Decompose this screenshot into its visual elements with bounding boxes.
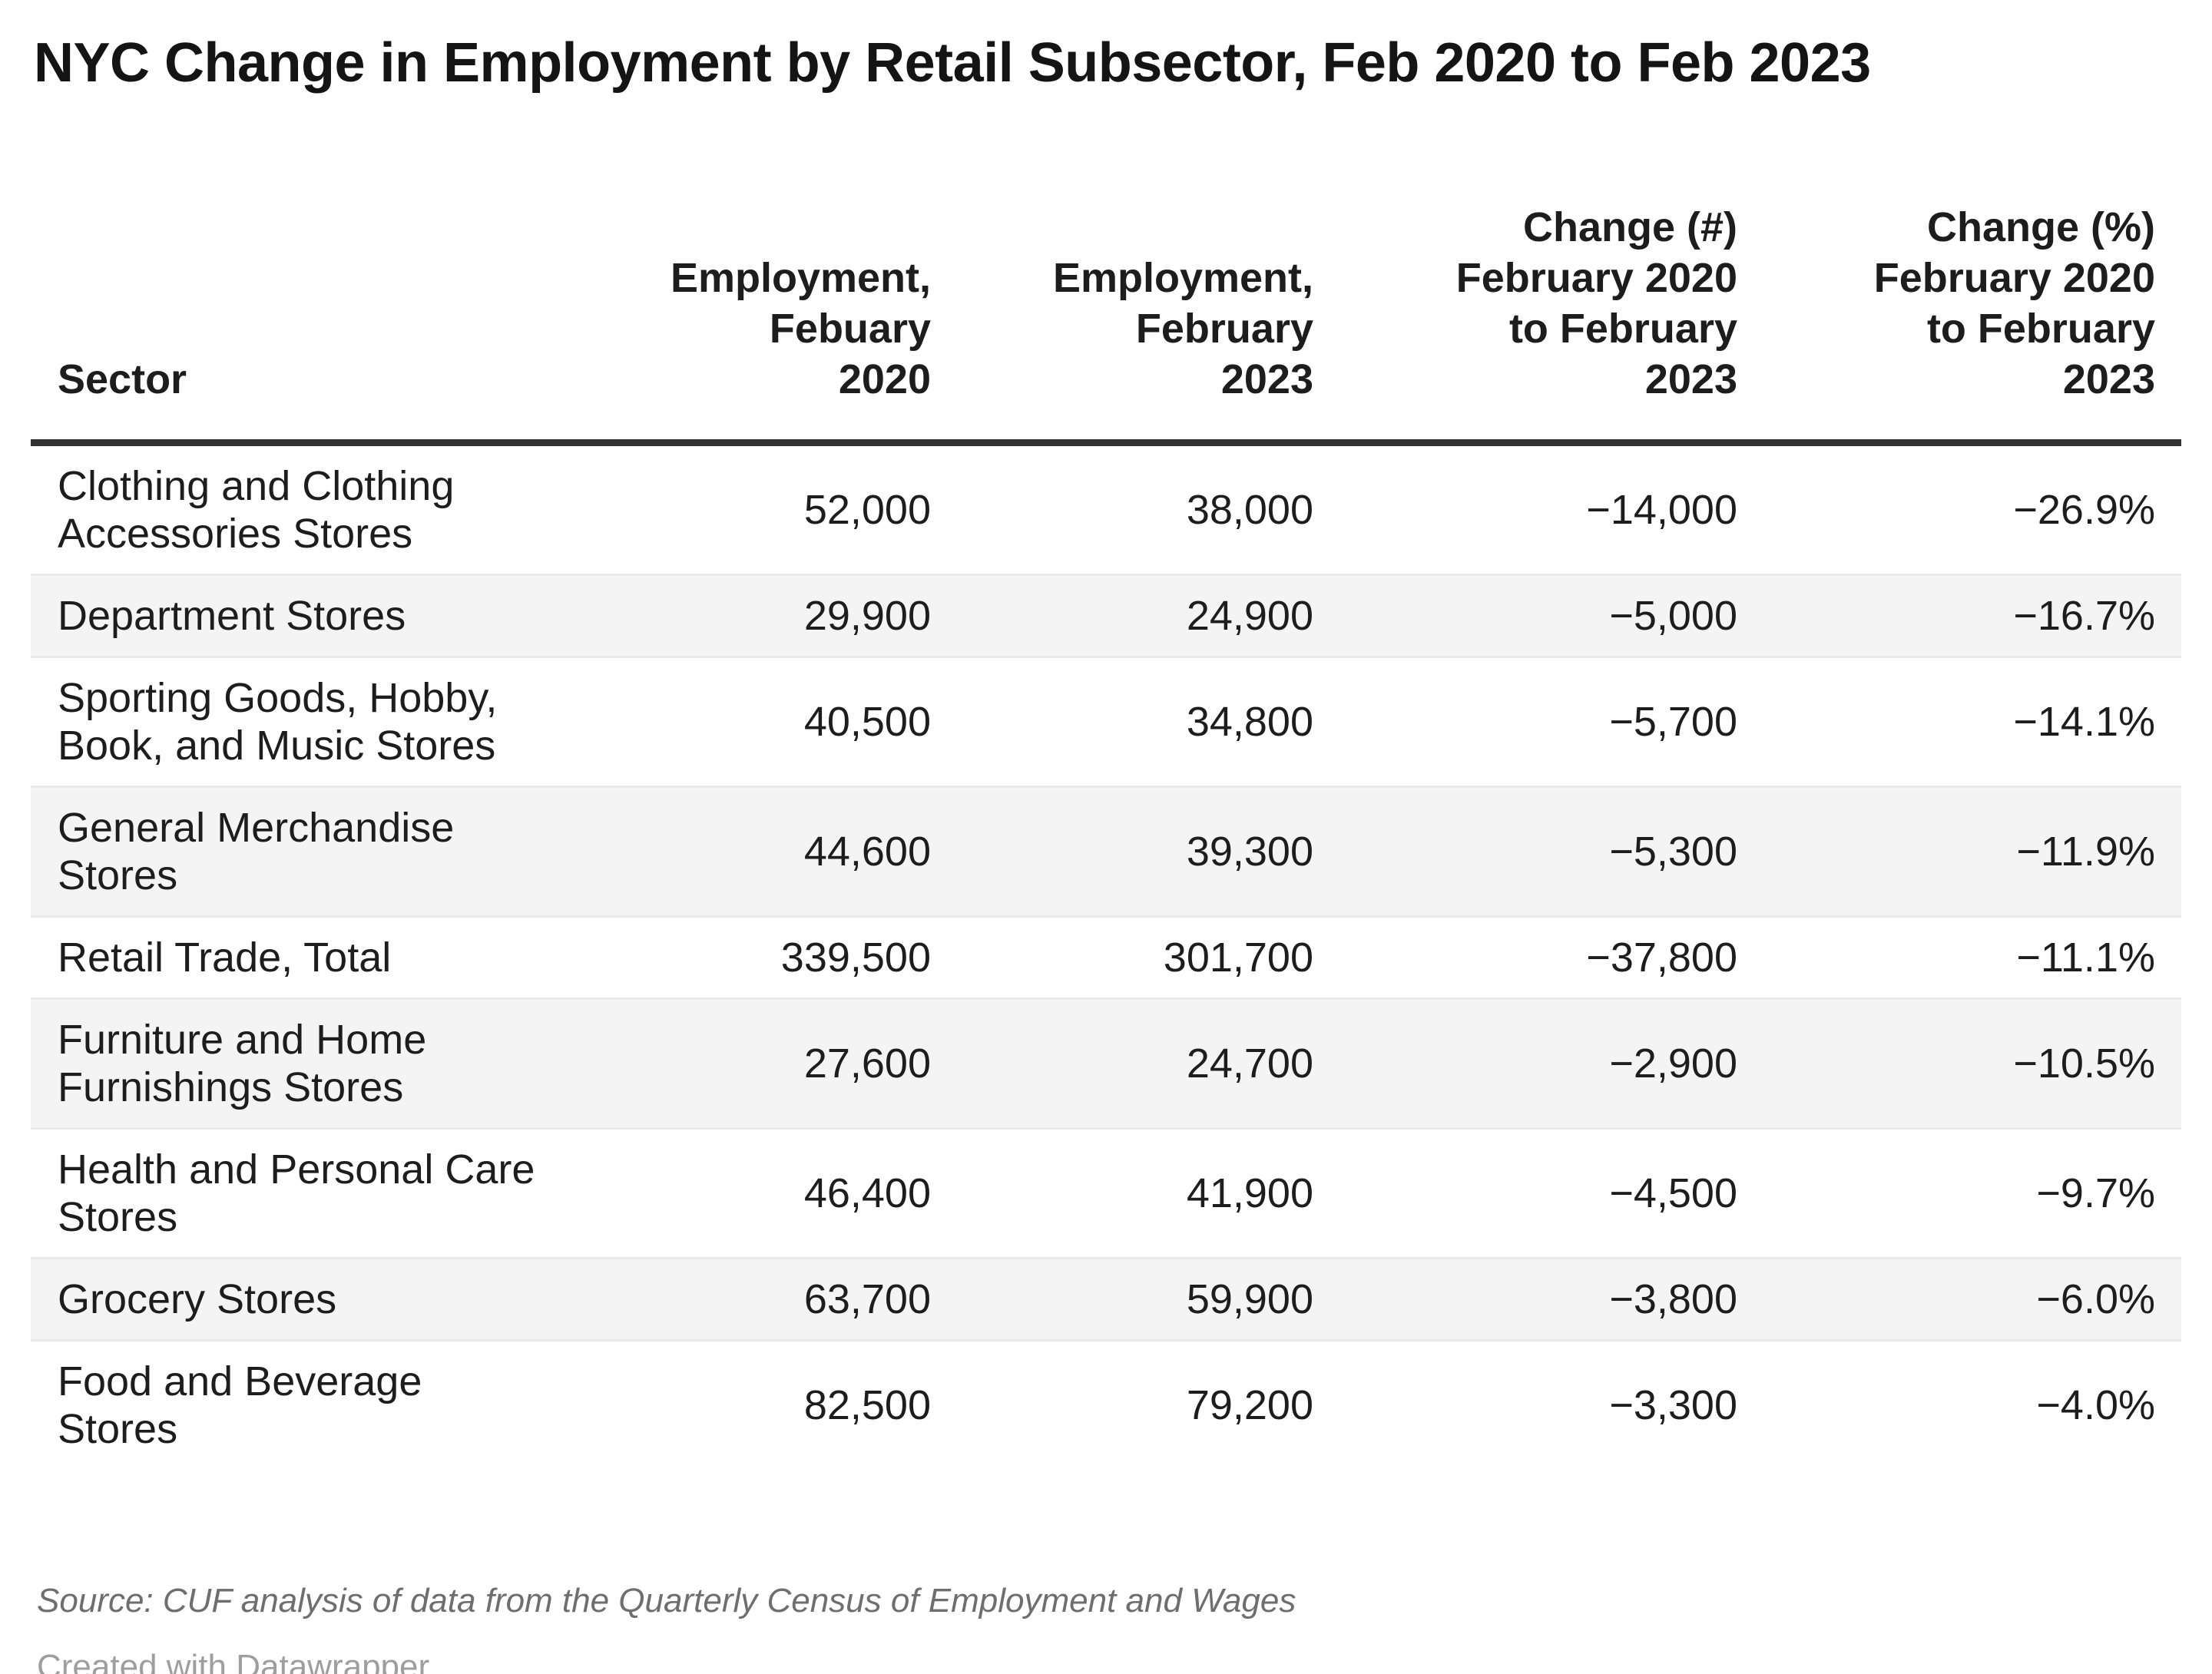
sector-cell: Furniture and Home Furnishings Stores [58, 1017, 427, 1110]
change-number-cell: −2,900 [1609, 1040, 1737, 1087]
employment-2020-cell: 44,600 [803, 829, 931, 875]
employment-2023-cell: 41,900 [1186, 1170, 1313, 1216]
change-percent-cell: −16.7% [2013, 593, 2155, 639]
table-header: Sector Employment, Febuary 2020 Employme… [31, 202, 2181, 446]
sector-cell: Retail Trade, Total [58, 935, 392, 981]
sector-cell: Food and Beverage Stores [58, 1358, 422, 1452]
change-number-cell: −4,500 [1609, 1170, 1737, 1216]
table-row: General Merchandise Stores 44,600 39,300… [31, 786, 2181, 917]
change-percent-cell: −11.9% [2016, 829, 2155, 875]
employment-2020-cell: 27,600 [803, 1040, 931, 1087]
sector-cell: Grocery Stores [58, 1276, 337, 1322]
employment-2023-cell: 38,000 [1186, 487, 1313, 533]
table-row: Sporting Goods, Hobby, Book, and Music S… [31, 657, 2181, 787]
page-title: NYC Change in Employment by Retail Subse… [34, 32, 1871, 94]
table-row: Health and Personal Care Stores 46,400 4… [31, 1128, 2181, 1259]
sector-cell: Department Stores [58, 593, 406, 639]
employment-table: Sector Employment, Febuary 2020 Employme… [31, 202, 2181, 1469]
employment-2020-cell: 82,500 [803, 1382, 931, 1428]
column-header-sector: Sector [31, 202, 575, 446]
created-with-datawrapper: Created with Datawrapper [37, 1648, 430, 1674]
employment-2020-cell: 40,500 [803, 699, 931, 745]
change-percent-cell: −26.9% [2013, 487, 2155, 533]
change-percent-cell: −10.5% [2013, 1040, 2155, 1087]
employment-2020-cell: 52,000 [803, 487, 931, 533]
change-number-cell: −3,300 [1609, 1382, 1737, 1428]
change-number-cell: −5,700 [1609, 699, 1737, 745]
employment-2023-cell: 24,700 [1186, 1040, 1313, 1087]
sector-cell: Clothing and Clothing Accessories Stores [58, 463, 455, 557]
change-number-cell: −37,800 [1586, 935, 1737, 981]
column-header-employment-2020: Employment, Febuary 2020 [575, 202, 957, 446]
table-row: Grocery Stores 63,700 59,900 −3,800 −6.0… [31, 1258, 2181, 1341]
change-percent-cell: −11.1% [2016, 935, 2155, 981]
table-row: Department Stores 29,900 24,900 −5,000 −… [31, 574, 2181, 657]
employment-2020-cell: 29,900 [803, 593, 931, 639]
employment-2020-cell: 46,400 [803, 1170, 931, 1216]
column-header-change-number: Change (#) February 2020 to February 202… [1339, 202, 1763, 446]
change-percent-cell: −14.1% [2013, 699, 2155, 745]
employment-2023-cell: 24,900 [1186, 593, 1313, 639]
change-percent-cell: −4.0% [2036, 1382, 2155, 1428]
table-row: Clothing and Clothing Accessories Stores… [31, 443, 2181, 575]
change-number-cell: −14,000 [1586, 487, 1737, 533]
employment-2020-cell: 63,700 [803, 1276, 931, 1322]
employment-2023-cell: 34,800 [1186, 699, 1313, 745]
table-body: Clothing and Clothing Accessories Stores… [31, 443, 2181, 1470]
employment-2023-cell: 39,300 [1186, 829, 1313, 875]
source-note: Source: CUF analysis of data from the Qu… [37, 1582, 1296, 1619]
change-number-cell: −5,000 [1609, 593, 1737, 639]
table-row: Food and Beverage Stores 82,500 79,200 −… [31, 1340, 2181, 1470]
change-number-cell: −5,300 [1609, 829, 1737, 875]
employment-2020-cell: 339,500 [780, 935, 931, 981]
table-header-row: Sector Employment, Febuary 2020 Employme… [31, 202, 2181, 446]
sector-cell: Sporting Goods, Hobby, Book, and Music S… [58, 675, 498, 769]
sector-cell: General Merchandise Stores [58, 805, 455, 898]
column-header-employment-2023: Employment, February 2023 [957, 202, 1339, 446]
table-row: Furniture and Home Furnishings Stores 27… [31, 998, 2181, 1129]
change-percent-cell: −9.7% [2036, 1170, 2155, 1216]
change-number-cell: −3,800 [1609, 1276, 1737, 1322]
employment-2023-cell: 79,200 [1186, 1382, 1313, 1428]
table-row: Retail Trade, Total 339,500 301,700 −37,… [31, 916, 2181, 999]
sector-cell: Health and Personal Care Stores [58, 1146, 535, 1240]
column-header-change-percent: Change (%) February 2020 to February 202… [1763, 202, 2181, 446]
employment-2023-cell: 301,700 [1163, 935, 1313, 981]
employment-2023-cell: 59,900 [1186, 1276, 1313, 1322]
change-percent-cell: −6.0% [2036, 1276, 2155, 1322]
